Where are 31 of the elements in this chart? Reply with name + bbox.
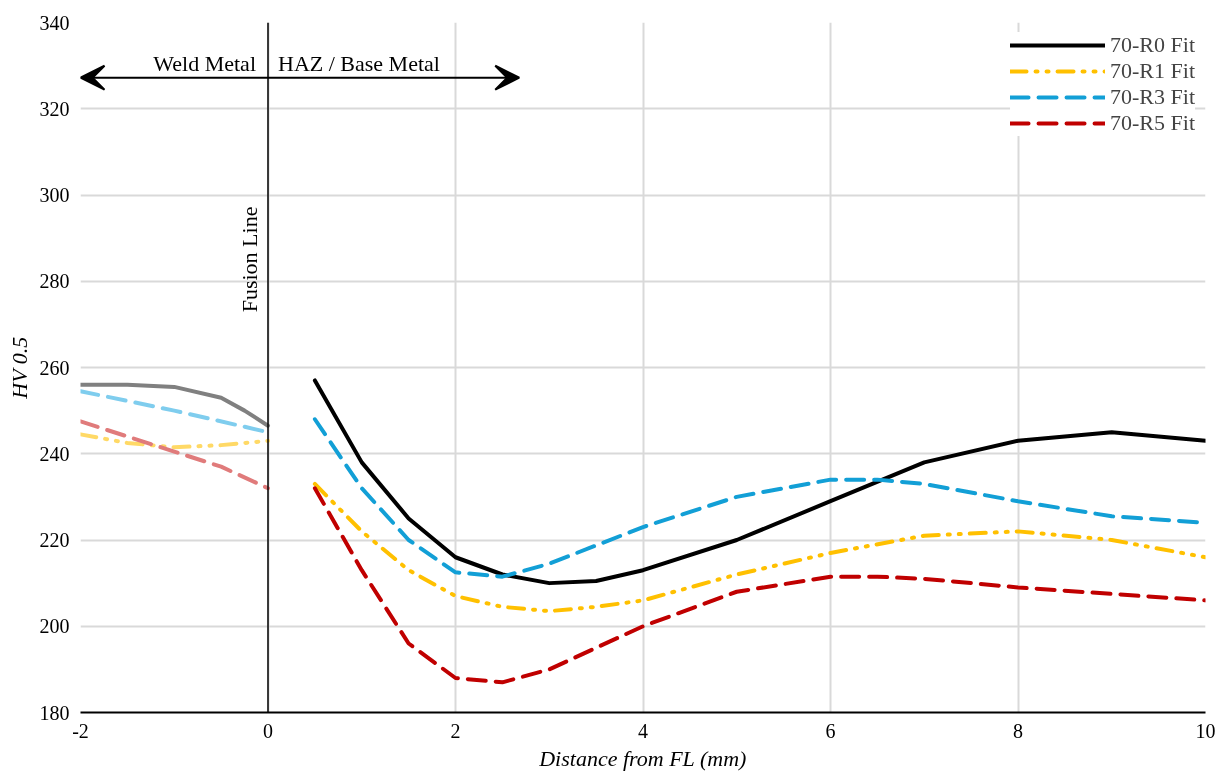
y-tick-label: 240 bbox=[39, 442, 70, 465]
y-tick-label: 300 bbox=[39, 184, 70, 206]
y-tick-label: 260 bbox=[39, 356, 70, 379]
y-axis-title: HV 0.5 bbox=[6, 336, 32, 400]
line-series bbox=[312, 378, 1206, 586]
y-tick-label: 280 bbox=[39, 270, 70, 293]
y-tick-label: 340 bbox=[39, 11, 70, 34]
x-tick-label: -2 bbox=[72, 719, 89, 742]
x-tick-label: 2 bbox=[450, 719, 461, 742]
x-axis-title: Distance from FL (mm) bbox=[538, 745, 747, 771]
legend-label: 70-R0 Fit bbox=[1110, 32, 1195, 58]
y-tick-label: 320 bbox=[39, 97, 70, 120]
y-tick-label: 180 bbox=[39, 701, 70, 724]
y-tick-label: 220 bbox=[39, 529, 70, 551]
x-tick-label: 10 bbox=[1195, 719, 1216, 742]
legend-label: 70-R5 Fit bbox=[1110, 110, 1195, 136]
legend-label: 70-R3 Fit bbox=[1110, 84, 1195, 110]
ref-line-label: Fusion Line bbox=[237, 206, 262, 313]
annotation: Weld Metal bbox=[153, 50, 257, 76]
x-tick-label: 4 bbox=[638, 719, 648, 742]
annotation: HAZ / Base Metal bbox=[278, 50, 440, 76]
x-tick-label: 6 bbox=[825, 719, 836, 742]
line-series bbox=[80, 419, 270, 491]
x-tick-label: 8 bbox=[1013, 719, 1023, 742]
y-tick-label: 200 bbox=[39, 615, 70, 638]
line-series bbox=[312, 481, 1206, 614]
line-series bbox=[80, 432, 270, 450]
legend-label: 70-R1 Fit bbox=[1110, 58, 1195, 84]
x-tick-label: 0 bbox=[263, 719, 273, 742]
line-series bbox=[80, 382, 270, 428]
line-series bbox=[312, 486, 1206, 685]
